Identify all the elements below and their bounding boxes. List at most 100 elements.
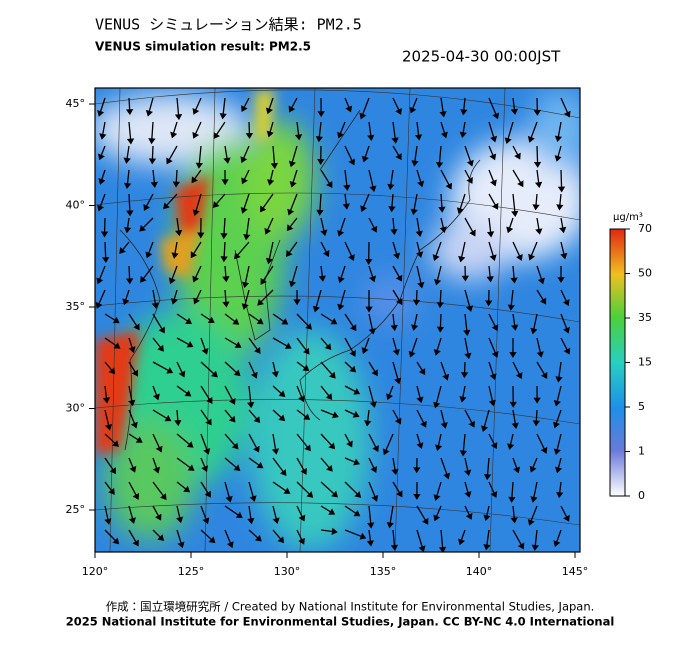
wind-arrow <box>128 505 134 520</box>
wind-arrow <box>512 97 516 110</box>
wind-arrow-head <box>193 297 200 305</box>
wind-arrow <box>291 145 298 163</box>
wind-arrow-head <box>178 370 186 378</box>
wind-arrow <box>171 265 178 280</box>
wind-arrow <box>266 217 274 231</box>
wind-arrow <box>224 409 233 420</box>
wind-arrow <box>291 97 298 109</box>
wind-arrow-head <box>440 422 448 429</box>
wind-arrow <box>364 145 370 158</box>
wind-arrow-head <box>328 442 336 450</box>
wind-arrow-head <box>158 326 165 334</box>
wind-arrow-head <box>192 275 200 283</box>
wind-arrow-head <box>392 349 400 356</box>
wind-arrow-head <box>102 397 111 404</box>
wind-arrow-head <box>515 372 523 380</box>
wind-arrow <box>296 361 306 369</box>
wind-arrow-head <box>540 371 548 379</box>
wind-arrow <box>216 121 226 136</box>
wind-arrow <box>168 145 178 161</box>
wind-arrow-head <box>509 352 517 358</box>
wind-arrow-head <box>119 247 126 255</box>
wind-arrow <box>248 505 252 520</box>
wind-arrow-head <box>326 464 333 472</box>
wind-arrow-head <box>324 343 332 351</box>
wind-arrow-head <box>528 253 535 261</box>
wind-arrow-head <box>486 276 494 283</box>
wind-arrow <box>556 385 562 402</box>
wind-arrow-head <box>293 299 301 306</box>
wind-arrow <box>104 241 107 258</box>
wind-arrow-head <box>537 277 545 285</box>
wind-arrow-head <box>249 495 257 502</box>
wind-arrow-head <box>131 369 139 377</box>
datetime: 2025-04-30 00:00JST <box>402 48 561 66</box>
wind-arrow-head <box>416 442 424 449</box>
wind-arrow <box>320 313 334 323</box>
wind-arrow <box>100 145 106 156</box>
wind-arrow-head <box>466 177 473 184</box>
wind-arrow-head <box>233 369 241 377</box>
wind-arrow <box>289 217 298 228</box>
wind-arrow <box>200 409 210 422</box>
wind-arrow <box>416 385 421 399</box>
wind-arrow-head <box>370 466 378 473</box>
wind-arrow-head <box>229 397 236 405</box>
wind-arrow <box>557 145 562 157</box>
wind-arrow-head <box>190 251 198 259</box>
wind-arrow <box>392 265 400 278</box>
wind-arrow <box>101 169 106 181</box>
wind-arrow-head <box>260 277 267 285</box>
wind-arrow <box>272 481 287 492</box>
wind-arrow-head <box>532 420 541 427</box>
wind-arrow <box>440 361 447 376</box>
wind-arrow <box>200 457 206 468</box>
wind-arrow-head <box>490 135 498 143</box>
wind-arrow <box>248 457 260 466</box>
wind-arrow-head <box>511 422 519 429</box>
wind-arrow <box>260 289 274 303</box>
wind-arrow-head <box>349 365 357 373</box>
wind-arrow <box>296 121 300 136</box>
wind-arrow-head <box>516 254 523 261</box>
wind-arrow <box>224 457 237 469</box>
wind-arrow-head <box>562 299 570 307</box>
wind-arrow <box>416 529 423 548</box>
wind-arrow-head <box>439 226 447 234</box>
wind-arrow <box>176 97 180 116</box>
wind-arrow <box>412 97 418 109</box>
wind-arrow <box>122 241 130 251</box>
wind-arrow <box>104 337 117 347</box>
wind-arrow <box>318 121 322 138</box>
wind-arrow <box>512 505 515 519</box>
wind-arrow-head <box>219 113 227 120</box>
wind-arrow <box>243 97 250 108</box>
wind-arrow-head <box>95 301 103 309</box>
wind-arrow-head <box>464 469 472 477</box>
wind-arrow-head <box>517 542 525 550</box>
wind-arrow <box>512 457 518 469</box>
wind-arrow <box>319 193 322 211</box>
lon-label: 120° <box>82 565 109 578</box>
wind-arrow <box>99 193 106 207</box>
wind-arrow <box>104 505 109 520</box>
wind-arrow <box>392 481 401 494</box>
wind-arrow-head <box>343 184 351 191</box>
wind-arrow <box>440 121 446 134</box>
wind-arrow-head <box>370 225 378 233</box>
wind-arrow-head <box>367 522 375 529</box>
lon-label: 125° <box>178 565 205 578</box>
wind-arrow <box>509 433 514 445</box>
wind-arrow-head <box>510 277 518 284</box>
wind-arrow-head <box>221 179 229 186</box>
wind-arrow-head <box>530 496 538 503</box>
wind-arrow-head <box>213 132 220 140</box>
wind-arrow <box>462 121 466 134</box>
wind-arrow-head <box>257 298 264 306</box>
wind-arrow-head <box>366 540 375 547</box>
wind-arrow <box>244 289 250 306</box>
wind-arrow-head <box>192 209 200 217</box>
wind-arrow-head <box>434 444 443 452</box>
wind-arrow-head <box>231 442 239 450</box>
wind-arrow-head <box>298 395 305 403</box>
